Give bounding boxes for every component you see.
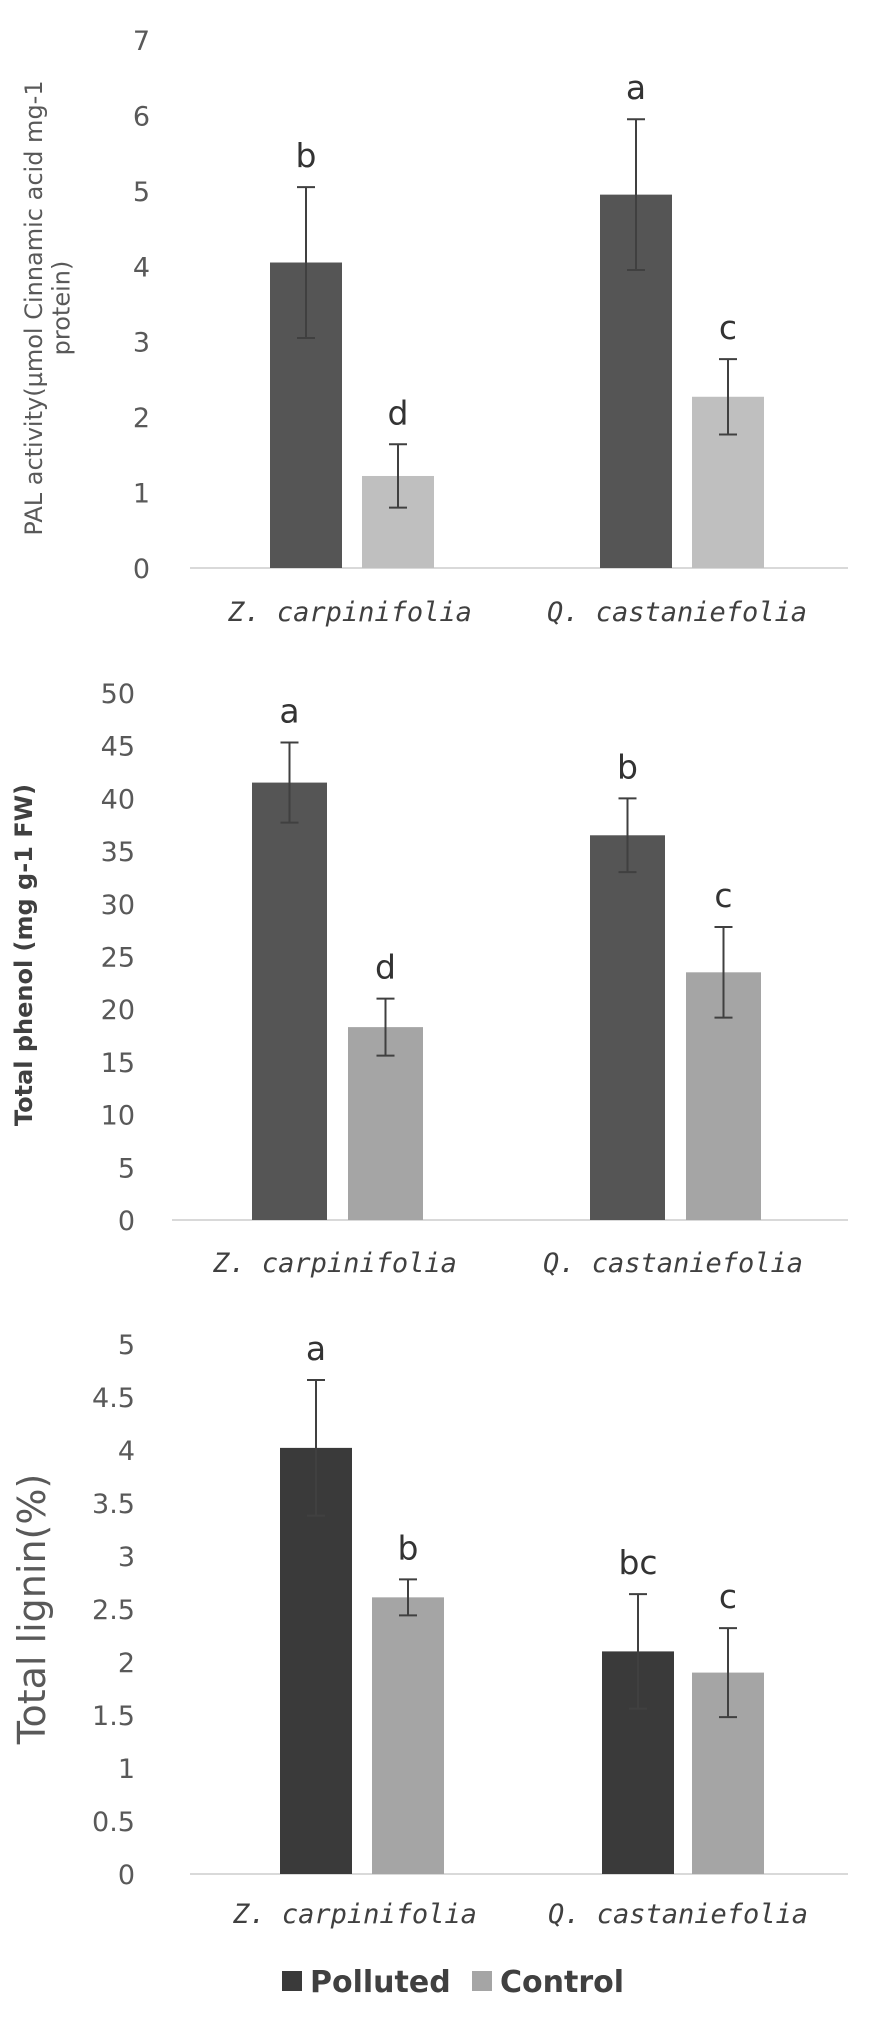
bar-polluted-1 xyxy=(252,782,327,1220)
chart-panel-1: 0 1 2 3 4 5 6 7 PAL activity(µmol Cinnamic acid … xyxy=(20,26,848,628)
x-category-label: Q. castaniefolia xyxy=(548,1899,808,1930)
significance-label: b xyxy=(398,1528,419,1567)
y-tick-label: 0 xyxy=(133,554,150,585)
y-tick-label: 6 xyxy=(133,101,150,132)
y-tick-label: 25 xyxy=(101,943,135,974)
y-tick-label: 15 xyxy=(101,1048,135,1079)
error-bar xyxy=(719,1627,737,1719)
y-tick-label: 5 xyxy=(118,1330,135,1361)
error-bar xyxy=(399,1578,417,1617)
x-category-label: Z. carpinifolia xyxy=(232,1899,477,1930)
y-tick-label: 5 xyxy=(133,177,150,208)
legend-swatch-control xyxy=(472,1971,492,1991)
bar-polluted-2 xyxy=(590,835,665,1220)
y-tick-label: 3.5 xyxy=(92,1489,135,1520)
legend-label-polluted: Polluted xyxy=(310,1965,451,2000)
y-tick-label: 0 xyxy=(118,1860,135,1891)
y-tick-label: 1 xyxy=(118,1754,135,1785)
y-tick-label: 1.5 xyxy=(92,1701,135,1732)
y-tick-label: 35 xyxy=(101,837,135,868)
x-category-label: Q. castaniefolia xyxy=(547,597,807,628)
y-tick-label: 45 xyxy=(101,732,135,763)
y-tick-label: 2 xyxy=(133,403,150,434)
y-tick-label: 0.5 xyxy=(92,1807,135,1838)
y-tick-label: 1 xyxy=(133,479,150,510)
significance-label: b xyxy=(296,136,317,175)
error-bar xyxy=(714,925,733,1019)
y-axis-label: Total phenol (mg g-1 FW) xyxy=(10,784,38,1126)
error-bar xyxy=(389,443,407,509)
bar-polluted-1 xyxy=(280,1447,352,1874)
y-tick-label: 3 xyxy=(133,328,150,359)
significance-label: a xyxy=(306,1329,326,1368)
x-category-label: Z. carpinifolia xyxy=(227,597,472,628)
x-category-label: Q. castaniefolia xyxy=(543,1248,803,1279)
y-tick-label: 2 xyxy=(118,1648,135,1679)
significance-label: c xyxy=(719,1577,737,1616)
y-axis-label: PAL activity(µmol Cinnamic acid mg-1prot… xyxy=(20,80,76,535)
error-bar xyxy=(307,1379,325,1517)
error-bar xyxy=(629,1593,647,1710)
significance-label: a xyxy=(279,692,299,731)
significance-label: bc xyxy=(618,1543,657,1582)
y-tick-label: 30 xyxy=(101,890,135,921)
bar-control-1 xyxy=(348,1027,423,1220)
error-bar xyxy=(627,118,645,272)
bar-control-1 xyxy=(372,1597,444,1874)
x-category-label: Z. carpinifolia xyxy=(212,1248,457,1279)
legend-label-control: Control xyxy=(500,1965,624,2000)
error-bar xyxy=(719,358,737,436)
y-tick-label: 3 xyxy=(118,1542,135,1573)
y-tick-label: 4 xyxy=(118,1436,135,1467)
y-tick-label: 10 xyxy=(101,1101,135,1132)
error-bar xyxy=(297,186,315,339)
significance-label: d xyxy=(375,948,396,987)
chart-panel-2: 0 5 10 15 20 25 30 35 40 45 50 Total phenol (mg g-1… xyxy=(10,679,848,1279)
error-bar xyxy=(280,741,299,824)
y-tick-label: 50 xyxy=(101,679,135,710)
y-tick-label: 20 xyxy=(101,995,135,1026)
significance-label: b xyxy=(617,747,638,786)
y-tick-label: 5 xyxy=(118,1153,135,1184)
y-tick-label: 2.5 xyxy=(92,1595,135,1626)
significance-label: c xyxy=(719,308,737,347)
y-tick-label: 7 xyxy=(133,26,150,57)
y-tick-label: 0 xyxy=(118,1206,135,1237)
y-axis-label: Total lignin(%) xyxy=(10,1474,54,1746)
significance-label: c xyxy=(714,876,732,915)
significance-label: d xyxy=(388,393,409,432)
y-tick-label: 4.5 xyxy=(92,1383,135,1414)
error-bar xyxy=(376,997,395,1057)
legend: Polluted Control xyxy=(282,1965,624,2000)
significance-label: a xyxy=(626,68,646,107)
y-tick-label: 4 xyxy=(133,252,150,283)
error-bar xyxy=(618,797,637,874)
y-tick-label: 40 xyxy=(101,784,135,815)
legend-swatch-polluted xyxy=(282,1971,302,1991)
